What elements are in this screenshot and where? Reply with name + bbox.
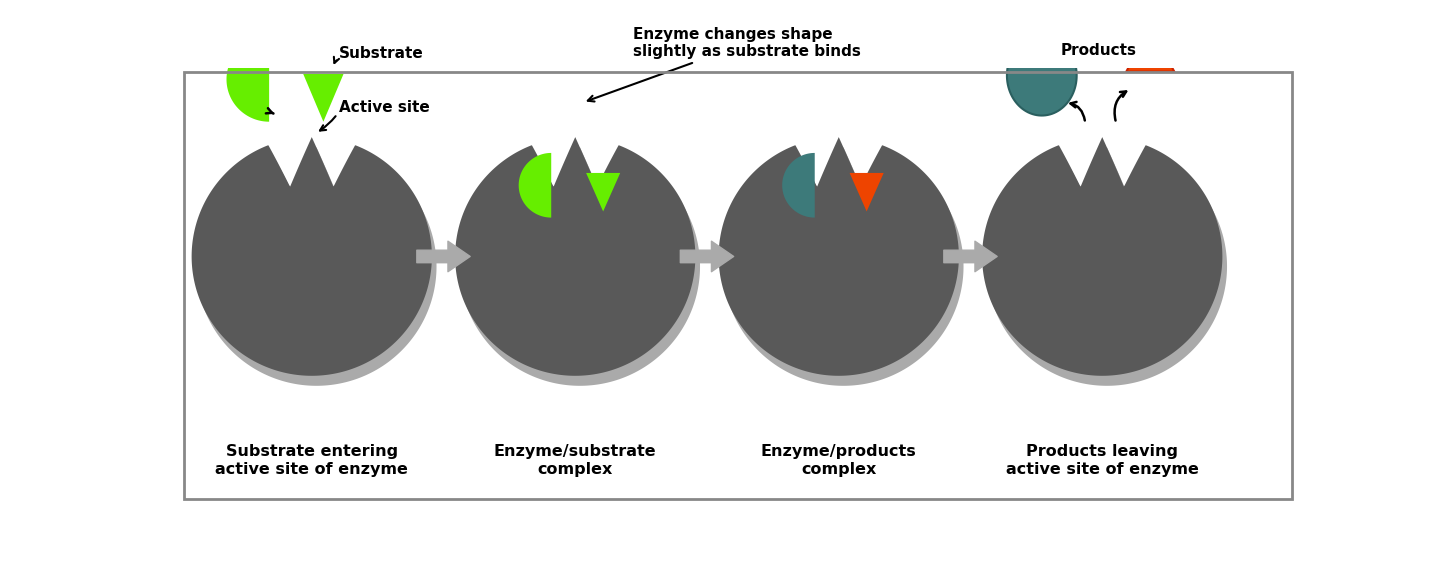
Polygon shape	[982, 137, 1223, 376]
Polygon shape	[455, 137, 696, 376]
Text: Products leaving
active site of enzyme: Products leaving active site of enzyme	[1005, 444, 1198, 477]
Text: Active site: Active site	[338, 101, 429, 115]
FancyArrowPatch shape	[416, 241, 471, 272]
Polygon shape	[304, 74, 344, 121]
Polygon shape	[850, 173, 884, 211]
Polygon shape	[192, 137, 432, 376]
Polygon shape	[518, 153, 552, 218]
Polygon shape	[459, 147, 700, 386]
FancyArrowPatch shape	[943, 241, 996, 272]
Polygon shape	[723, 147, 963, 386]
FancyArrowPatch shape	[680, 241, 733, 272]
Polygon shape	[586, 173, 621, 211]
Polygon shape	[782, 153, 815, 218]
Text: Enzyme changes shape
slightly as substrate binds: Enzyme changes shape slightly as substra…	[588, 27, 861, 102]
Polygon shape	[1126, 27, 1175, 72]
Polygon shape	[986, 147, 1227, 386]
Polygon shape	[196, 147, 436, 386]
Polygon shape	[1007, 36, 1077, 115]
Text: Substrate: Substrate	[338, 46, 423, 62]
Text: Products: Products	[1060, 44, 1136, 58]
Polygon shape	[226, 37, 269, 121]
Text: Substrate entering
active site of enzyme: Substrate entering active site of enzyme	[216, 444, 408, 477]
Text: Enzyme/substrate
complex: Enzyme/substrate complex	[494, 444, 657, 477]
Polygon shape	[719, 137, 959, 376]
Text: Enzyme/products
complex: Enzyme/products complex	[760, 444, 917, 477]
